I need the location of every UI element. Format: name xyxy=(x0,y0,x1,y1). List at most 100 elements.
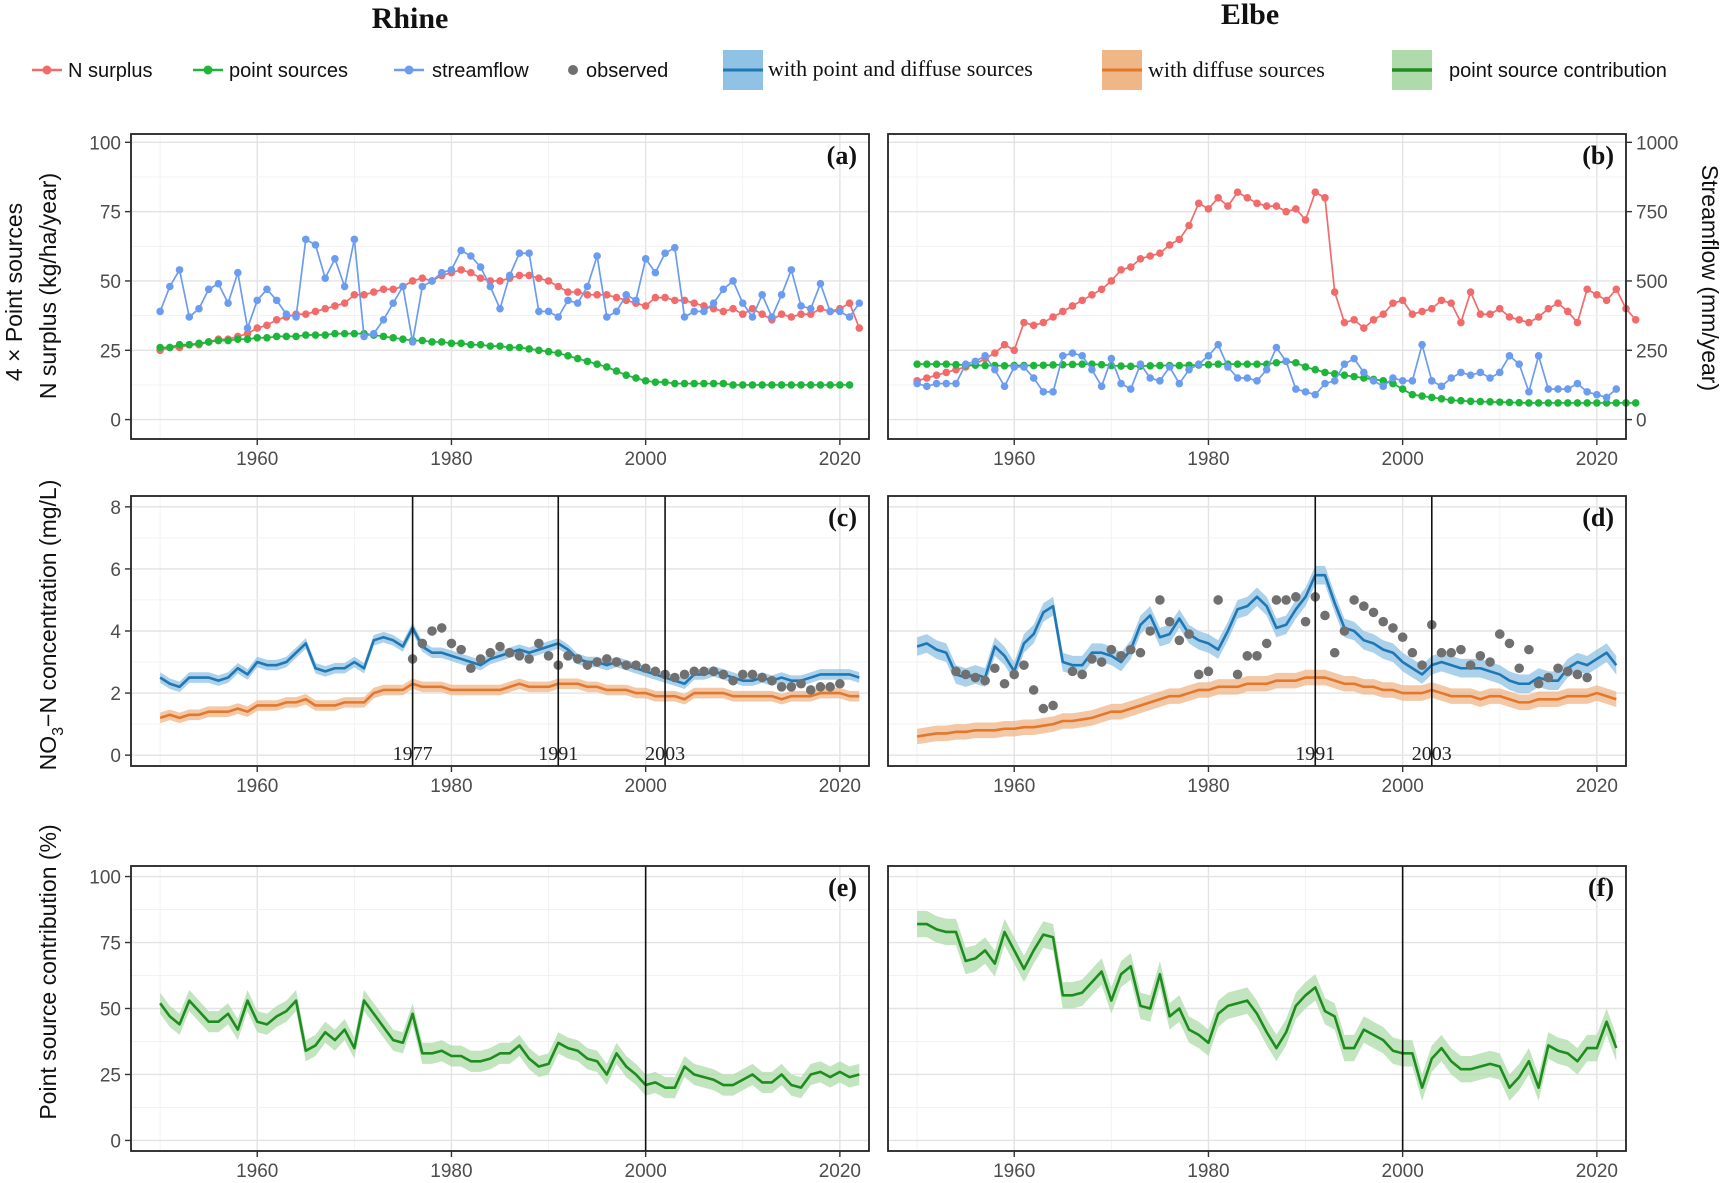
series-marker-streamflow xyxy=(1010,363,1019,371)
series-marker-streamflow xyxy=(1350,354,1358,363)
series-marker-point_sources xyxy=(1593,399,1601,407)
title-rhine: Rhine xyxy=(372,2,449,35)
observed-point xyxy=(747,669,758,680)
observed-point xyxy=(757,672,767,683)
observed-point xyxy=(960,669,971,680)
panel-b: 1960 1980 2000 2020 0 250 500 750 1000 (b) xyxy=(887,133,1678,470)
observed-point xyxy=(1320,610,1330,621)
series-marker-n_surplus xyxy=(1010,346,1019,355)
series-marker-n_surplus xyxy=(797,310,805,319)
series-marker-streamflow xyxy=(719,285,728,294)
axis-title-top-left-line1: 4 × Point sources xyxy=(1,203,27,381)
series-marker-streamflow xyxy=(331,254,339,263)
series-marker-streamflow xyxy=(1224,363,1232,371)
series-marker-n_surplus xyxy=(1194,199,1203,208)
series-marker-n_surplus xyxy=(554,282,563,291)
series-marker-n_surplus xyxy=(1457,318,1465,327)
panel-tag: (e) xyxy=(828,873,857,902)
observed-point xyxy=(563,651,573,661)
series-marker-point_sources xyxy=(1292,358,1300,367)
y-tick-label: 0 xyxy=(110,746,121,767)
series-band-diffuse xyxy=(917,669,1617,745)
series-marker-streamflow xyxy=(535,307,543,316)
series-marker-streamflow xyxy=(1126,385,1135,393)
series-marker-streamflow xyxy=(738,299,747,307)
panel-tag: (b) xyxy=(1582,141,1614,170)
observed-point xyxy=(1125,644,1136,655)
x-tick-label: 2000 xyxy=(625,776,667,797)
series-marker-n_surplus xyxy=(525,271,533,280)
series-marker-streamflow xyxy=(923,382,931,391)
series-marker-n_surplus xyxy=(651,293,660,302)
observed-point xyxy=(446,638,457,649)
observed-point xyxy=(475,654,486,664)
x-tick-label: 1980 xyxy=(1187,776,1229,797)
series-marker-n_surplus xyxy=(719,307,728,316)
series-marker-point_sources xyxy=(583,357,592,366)
series-marker-n_surplus xyxy=(1165,241,1174,249)
series-marker-streamflow xyxy=(292,313,300,321)
series-marker-n_surplus xyxy=(1058,307,1067,316)
series-marker-point_sources xyxy=(1554,399,1562,407)
series-marker-point_sources xyxy=(729,381,737,389)
series-marker-streamflow xyxy=(1146,374,1154,382)
observed-point xyxy=(640,663,651,674)
series-marker-point_sources xyxy=(670,379,679,388)
series-marker-n_surplus xyxy=(1466,288,1475,296)
observed-point xyxy=(1368,607,1379,618)
observed-point xyxy=(1543,672,1554,683)
observed-point xyxy=(1261,638,1272,649)
series-marker-n_surplus xyxy=(806,310,815,319)
series-marker-point_sources xyxy=(525,345,533,353)
series-marker-streamflow xyxy=(826,307,834,316)
series-marker-n_surplus xyxy=(1554,299,1562,307)
series-marker-point_sources xyxy=(340,329,349,338)
series-marker-n_surplus xyxy=(1427,304,1436,313)
series-marker-point_sources xyxy=(1495,398,1504,406)
y-tick-label: 8 xyxy=(110,498,121,519)
series-marker-n_surplus xyxy=(700,302,708,310)
series-marker-n_surplus xyxy=(1068,302,1077,310)
series-marker-n_surplus xyxy=(379,285,388,294)
series-marker-streamflow xyxy=(399,282,407,291)
series-marker-streamflow xyxy=(185,313,194,321)
observed-point xyxy=(1465,660,1476,670)
series-marker-n_surplus xyxy=(816,304,825,313)
observed-point xyxy=(728,675,738,686)
series-marker-point_sources xyxy=(1563,399,1572,407)
series-marker-streamflow xyxy=(1136,360,1145,368)
series-marker-streamflow xyxy=(690,307,699,316)
series-marker-n_surplus xyxy=(1078,296,1087,305)
series-marker-streamflow xyxy=(1243,374,1252,382)
series-marker-point_sources xyxy=(651,378,660,386)
observed-point xyxy=(466,663,476,674)
series-marker-streamflow xyxy=(680,313,689,321)
series-marker-n_surplus xyxy=(1233,188,1242,197)
legend-n-surplus-label: N surplus xyxy=(68,60,152,82)
series-marker-streamflow xyxy=(166,282,174,291)
series-marker-n_surplus xyxy=(1505,313,1514,321)
series-marker-point_sources xyxy=(690,379,699,388)
series-marker-streamflow xyxy=(573,299,582,307)
series-marker-streamflow xyxy=(234,268,242,277)
series-marker-point_sources xyxy=(195,339,203,348)
series-marker-streamflow xyxy=(593,252,601,260)
observed-point xyxy=(650,666,661,677)
series-marker-point_sources xyxy=(1379,376,1388,385)
series-marker-point_sources xyxy=(748,381,757,389)
series-marker-streamflow xyxy=(1330,376,1339,385)
series-marker-point_sources xyxy=(1146,362,1154,370)
series-marker-point_sources xyxy=(505,343,514,352)
legend-point-sources-label: point sources xyxy=(229,60,348,82)
series-marker-streamflow xyxy=(408,338,417,346)
series-marker-n_surplus xyxy=(1107,277,1116,285)
series-marker-n_surplus xyxy=(331,302,339,310)
series-marker-n_surplus xyxy=(1389,299,1397,307)
series-marker-point_sources xyxy=(612,367,621,375)
series-marker-streamflow xyxy=(486,282,495,291)
series-marker-point_sources xyxy=(1214,360,1222,368)
series-marker-streamflow xyxy=(971,357,980,366)
observed-point xyxy=(708,666,719,677)
series-marker-point_sources xyxy=(836,381,844,389)
y-tick-label: 6 xyxy=(110,560,121,581)
